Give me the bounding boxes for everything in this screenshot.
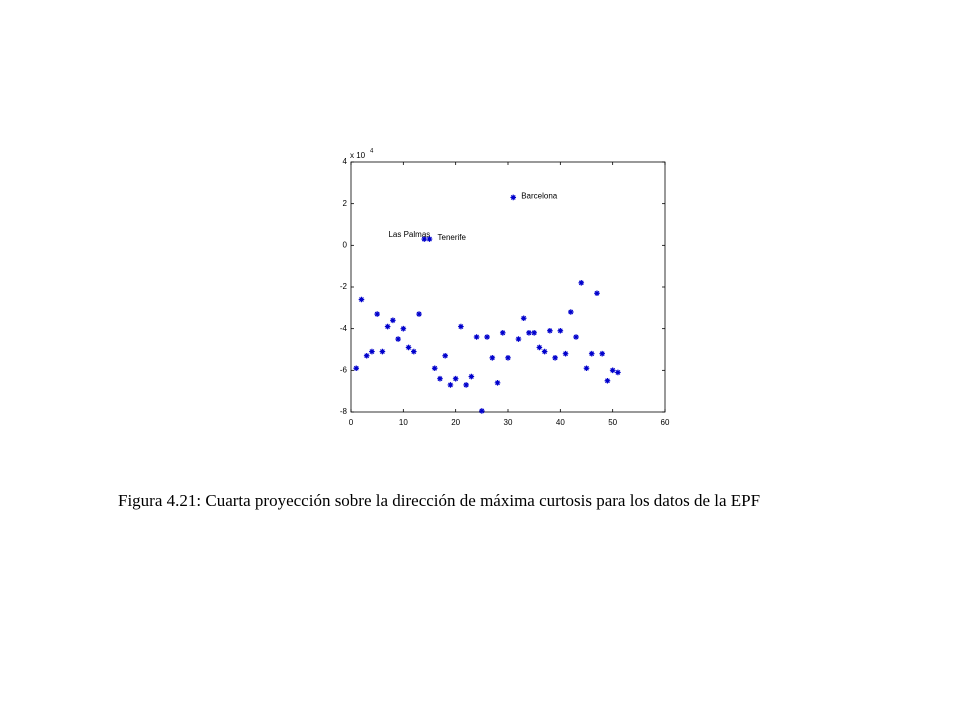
x-tick-label: 20 <box>451 418 460 427</box>
point <box>557 327 564 334</box>
x-tick-label: 50 <box>608 418 617 427</box>
x-tick-label: 30 <box>504 418 513 427</box>
y-multiplier: x 10 <box>350 151 366 160</box>
point <box>426 236 433 242</box>
point <box>473 334 480 340</box>
point <box>541 348 548 355</box>
point-label: Barcelona <box>521 192 558 201</box>
point <box>573 334 579 340</box>
chart: x 10 4 0 10 20 30 40 50 60 -8 -6 -4 -2 0 2 4 Las Palma… <box>340 149 670 428</box>
point <box>405 344 412 351</box>
point <box>588 350 595 357</box>
point <box>363 352 370 359</box>
point <box>411 348 417 355</box>
point <box>400 325 407 332</box>
point <box>353 365 360 372</box>
point <box>505 355 511 361</box>
point <box>599 350 605 357</box>
point <box>531 330 537 336</box>
point <box>604 377 611 384</box>
point <box>515 336 522 342</box>
point <box>609 367 616 374</box>
point <box>494 380 501 386</box>
y-tick-label: -6 <box>340 365 348 374</box>
point <box>510 194 517 201</box>
point <box>395 336 401 342</box>
point <box>536 344 543 351</box>
point <box>374 311 380 317</box>
y-tick-label: 0 <box>343 240 348 249</box>
y-multiplier-exponent: 4 <box>370 149 374 155</box>
point <box>484 334 490 340</box>
point <box>384 323 391 330</box>
point <box>594 290 600 297</box>
point <box>547 327 553 334</box>
point <box>520 315 527 322</box>
point <box>489 355 496 361</box>
point <box>369 348 375 355</box>
point <box>452 375 459 382</box>
point <box>578 280 585 286</box>
point <box>568 309 574 315</box>
point <box>421 236 428 242</box>
y-tick-label: -8 <box>340 407 348 416</box>
point <box>468 373 475 380</box>
point <box>583 365 590 372</box>
x-tick-label: 40 <box>556 418 565 427</box>
point <box>390 317 396 324</box>
point <box>379 348 386 355</box>
point <box>463 382 469 388</box>
point <box>479 408 485 414</box>
x-tick-label: 0 <box>349 418 354 427</box>
point <box>458 323 464 330</box>
point <box>562 350 569 357</box>
y-tick-label: -4 <box>340 324 348 333</box>
point <box>431 365 438 372</box>
point <box>437 375 443 382</box>
point <box>447 382 454 388</box>
y-tick-label: -2 <box>340 282 348 291</box>
point <box>499 330 506 336</box>
point <box>552 355 558 361</box>
y-tick-label: 4 <box>343 157 348 166</box>
caption: Figura 4.21: Cuarta proyección sobre la … <box>118 491 761 510</box>
point <box>358 296 365 303</box>
point <box>442 352 448 359</box>
y-tick-label: 2 <box>343 199 348 208</box>
point-label: Las Palmas <box>388 230 430 239</box>
x-tick-label: 60 <box>661 418 670 427</box>
point <box>416 311 422 317</box>
point <box>526 330 532 336</box>
x-tick-label: 10 <box>399 418 408 427</box>
point-label: Tenerife <box>438 233 467 242</box>
point <box>615 369 621 376</box>
